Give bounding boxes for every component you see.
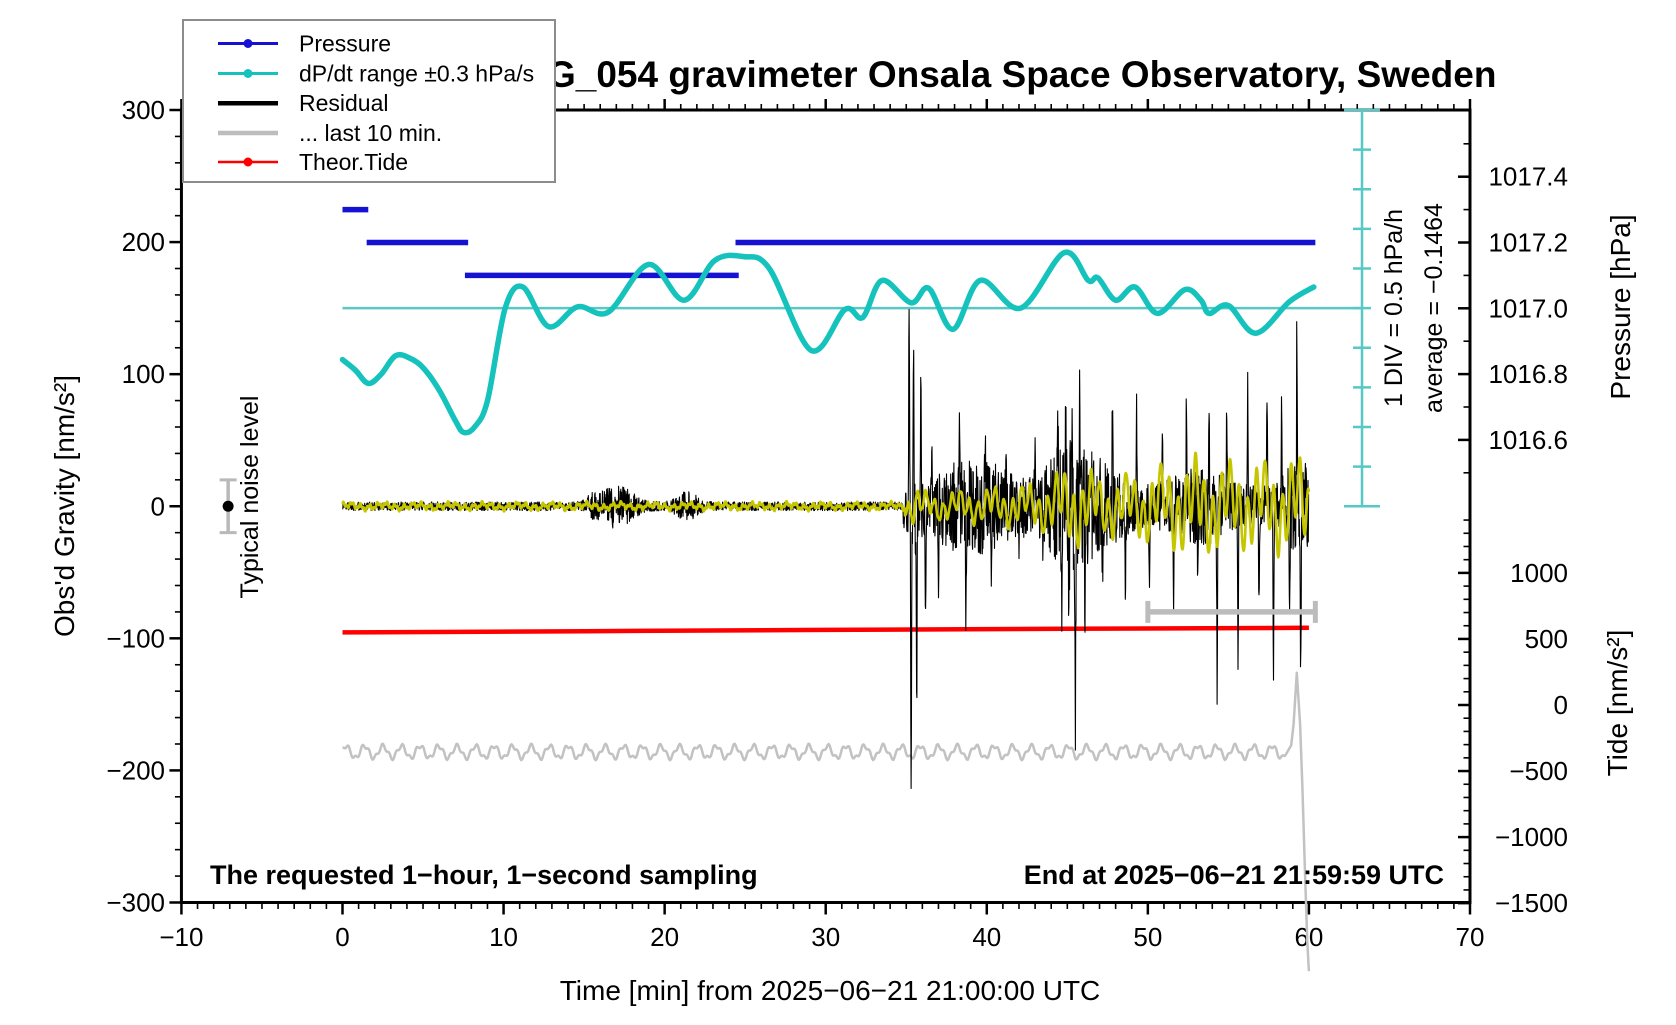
theoretical-tide-series [342,625,1309,635]
gravity-tick-label: 0 [151,491,165,521]
gravity-tick-label: −100 [106,623,165,653]
residual-series [342,308,1310,790]
dpdt-series [339,249,1317,436]
tide-tick-label: −1500 [1495,888,1568,918]
noise-marker-dot [222,500,234,512]
x-tick-label: 30 [811,922,840,952]
tide-axis-title: Tide [nm/s²] [1602,630,1633,777]
dpdt-legend-dot-icon [243,69,253,78]
x-tick-label: 50 [1133,922,1162,952]
end-time-annotation: End at 2025−06−21 21:59:59 UTC [1024,860,1444,890]
tide-tick-label: 500 [1525,624,1568,654]
legend-label-dpdt: dP/dt range ±0.3 hPa/s [299,61,534,87]
residual-smoothed-series [341,451,1311,559]
pressure-legend-dot-icon [243,39,253,48]
dpdt-scale-bar [1344,108,1380,508]
typical-noise-marker [219,478,237,535]
pressure-tick-label: 1017.4 [1488,162,1568,192]
div-scale-note: 1 DIV = 0.5 hPa/h [1380,209,1408,407]
legend: Pressure dP/dt range ±0.3 hPa/s Residual… [182,19,556,183]
legend-item-last10min: ... last 10 min. [218,120,442,146]
gravity-tick-label: 100 [122,359,165,389]
chart-title: SCG_054 gravimeter Onsala Space Observat… [496,54,1497,95]
legend-label-pressure: Pressure [299,31,391,57]
pressure-tick-label: 1016.8 [1488,359,1568,389]
last-10-min-window-bar [1145,600,1318,623]
x-tick-label: 0 [335,922,349,952]
pressure-tick-label: 1017.0 [1488,293,1568,323]
tide-tick-label: −1000 [1495,822,1568,852]
x-tick-label: 60 [1294,922,1323,952]
legend-item-theor-tide: Theor.Tide [218,149,408,175]
x-tick-label: 10 [489,922,518,952]
pressure-axis-title: Pressure [hPa] [1605,214,1636,399]
legend-label-residual: Residual [299,90,389,116]
pressure-tick-label: 1017.2 [1488,228,1568,258]
gravity-tick-label: −300 [106,887,165,917]
tide-tick-label: 0 [1554,690,1568,720]
gravity-axis-title: Obs'd Gravity [nm/s²] [49,375,80,637]
sampling-annotation: The requested 1−hour, 1−second sampling [210,860,758,890]
typical-noise-label: Typical noise level [236,396,264,599]
pressure-series [342,206,1316,279]
gravity-tick-label: 200 [122,227,165,257]
gravity-tick-label: −200 [106,755,165,785]
x-axis-title: Time [min] from 2025−06−21 21:00:00 UTC [560,975,1101,1006]
tide-tick-label: 1000 [1510,558,1568,588]
x-tick-label: 20 [650,922,679,952]
tide-tick-label: −500 [1509,756,1568,786]
legend-item-pressure: Pressure [218,31,391,57]
axes-layer: −10 0 10 20 30 40 50 60 703002001000−100−200−300… [106,95,1568,952]
legend-label-last10min: ... last 10 min. [299,120,442,146]
x-tick-label: 70 [1456,922,1485,952]
theor-tide-legend-dot-icon [243,157,253,167]
pressure-tick-label: 1016.6 [1488,425,1568,455]
legend-label-theor-tide: Theor.Tide [299,149,408,175]
average-note: average = −0.1464 [1420,203,1448,413]
x-tick-label: 40 [972,922,1001,952]
series-layer [219,108,1380,972]
legend-item-residual: Residual [218,90,389,116]
x-tick-label: −10 [159,922,203,952]
gravity-tick-label: 300 [122,95,165,125]
legend-item-dpdt: dP/dt range ±0.3 hPa/s [218,61,534,87]
last-10-min-trace [342,671,1311,972]
